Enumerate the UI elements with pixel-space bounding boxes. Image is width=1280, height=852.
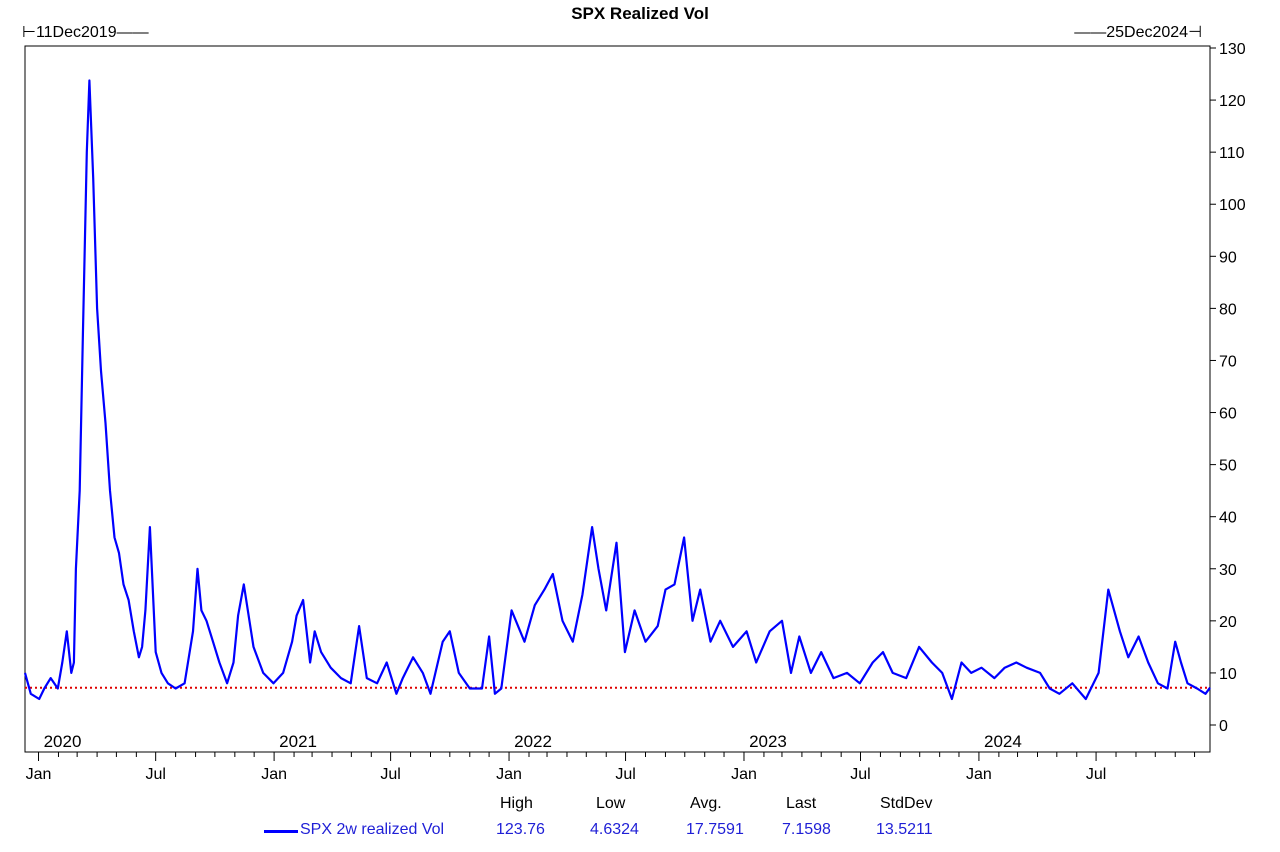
y-tick-label: 10 — [1219, 666, 1237, 683]
chart-title: SPX Realized Vol — [571, 4, 709, 23]
x-month-label: Jan — [26, 766, 52, 783]
date-start-label: 11Dec2019 — [35, 24, 117, 41]
stat-header-stddev: StdDev — [880, 795, 933, 812]
stat-value-low: 4.6324 — [590, 821, 639, 838]
date-range-end: ——25Dec2024⊣ — [1074, 24, 1202, 41]
x-year-label: 2021 — [279, 732, 317, 751]
y-tick-label: 90 — [1219, 249, 1237, 266]
x-month-label: Jul — [850, 766, 870, 783]
date-end-label: 25Dec2024 — [1106, 24, 1189, 41]
legend-line-swatch — [264, 830, 298, 833]
x-month-label: Jul — [615, 766, 635, 783]
y-tick-label: 120 — [1219, 93, 1246, 110]
y-tick-label: 30 — [1219, 562, 1237, 579]
x-month-label: Jan — [731, 766, 757, 783]
x-month-label: Jul — [380, 766, 400, 783]
date-range-start: ⊢11Dec2019—— — [22, 24, 149, 41]
y-tick-label: 110 — [1219, 145, 1245, 162]
x-month-label: Jul — [145, 766, 165, 783]
y-tick-label: 130 — [1219, 41, 1246, 58]
x-month-label: Jul — [1086, 766, 1106, 783]
stat-header-high: High — [500, 795, 533, 812]
x-year-label: 2023 — [749, 732, 787, 751]
y-tick-label: 40 — [1219, 510, 1237, 527]
x-year-label: 2024 — [984, 732, 1022, 751]
x-month-label: Jan — [261, 766, 287, 783]
y-tick-label: 20 — [1219, 614, 1237, 631]
x-month-label: Jan — [496, 766, 522, 783]
x-year-label: 2022 — [514, 732, 552, 751]
series-line — [23, 79, 1211, 701]
chart-svg: 0 10 20 30 40 50 60 70 80 90 100 110 120 130 Jan Jul Jan… — [23, 41, 1246, 783]
stat-header-low: Low — [596, 795, 626, 812]
stat-header-avg: Avg. — [690, 795, 722, 812]
y-tick-label: 60 — [1219, 406, 1237, 423]
plot-frame — [24, 45, 1211, 753]
stat-value-high: 123.76 — [496, 821, 545, 838]
y-tick-label: 70 — [1219, 353, 1237, 370]
stat-header-last: Last — [786, 795, 817, 812]
stats-panel: High Low Avg. Last StdDev SPX 2w realize… — [0, 795, 1280, 845]
x-month-label: Jan — [966, 766, 992, 783]
y-tick-label: 0 — [1219, 718, 1228, 735]
y-tick-label: 100 — [1219, 197, 1246, 214]
stat-value-avg: 17.7591 — [686, 821, 744, 838]
y-tick-label: 50 — [1219, 458, 1237, 475]
stat-value-stddev: 13.5211 — [876, 821, 933, 838]
y-tick-label: 80 — [1219, 301, 1237, 318]
legend-series-label: SPX 2w realized Vol — [300, 821, 445, 838]
stat-value-last: 7.1598 — [782, 821, 831, 838]
x-year-label: 2020 — [44, 732, 82, 751]
